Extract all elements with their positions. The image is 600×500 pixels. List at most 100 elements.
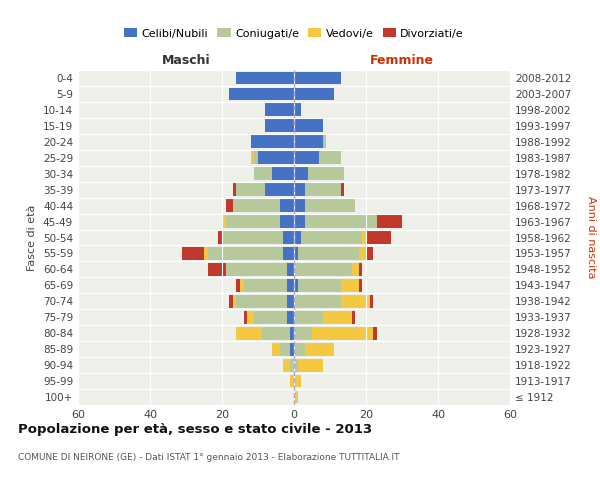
Bar (294, 168, 308, 180)
Bar (258, 152, 294, 164)
Bar (294, 120, 323, 132)
Bar (204, 247, 208, 260)
Bar (323, 311, 352, 324)
Bar (370, 295, 373, 308)
Bar (359, 279, 362, 291)
Bar (373, 327, 377, 340)
Bar (305, 215, 377, 228)
Y-axis label: Anni di nascita: Anni di nascita (586, 196, 596, 279)
Bar (294, 136, 323, 148)
Bar (229, 88, 294, 101)
Bar (359, 247, 366, 260)
Bar (352, 263, 359, 276)
Bar (226, 215, 280, 228)
Bar (294, 72, 341, 85)
Bar (341, 295, 370, 308)
Bar (301, 231, 362, 244)
Bar (305, 184, 341, 196)
Bar (312, 327, 373, 340)
Bar (236, 72, 294, 85)
Bar (290, 358, 294, 372)
Bar (341, 279, 359, 291)
Bar (244, 279, 287, 291)
Bar (362, 231, 366, 244)
Bar (226, 199, 233, 212)
Bar (272, 343, 280, 355)
Bar (280, 343, 290, 355)
Bar (319, 152, 341, 164)
Bar (294, 343, 305, 355)
Bar (294, 390, 298, 404)
Bar (265, 184, 294, 196)
Y-axis label: Fasce di età: Fasce di età (28, 204, 37, 270)
Bar (251, 152, 254, 164)
Bar (265, 104, 294, 117)
Bar (208, 263, 226, 276)
Bar (233, 199, 280, 212)
Bar (272, 168, 294, 180)
Bar (287, 279, 294, 291)
Bar (280, 199, 294, 212)
Bar (359, 263, 362, 276)
Bar (294, 374, 301, 388)
Bar (236, 295, 287, 308)
Bar (323, 136, 326, 148)
Bar (280, 215, 294, 228)
Bar (294, 184, 305, 196)
Bar (366, 231, 391, 244)
Bar (222, 231, 283, 244)
Legend: Celibi/Nubili, Coniugati/e, Vedovi/e, Divorziati/e: Celibi/Nubili, Coniugati/e, Vedovi/e, Di… (119, 24, 469, 43)
Bar (254, 152, 258, 164)
Bar (287, 263, 294, 276)
Bar (287, 311, 294, 324)
Bar (352, 311, 355, 324)
Bar (298, 247, 359, 260)
Bar (294, 327, 312, 340)
Bar (233, 184, 236, 196)
Bar (290, 343, 294, 355)
Bar (287, 295, 294, 308)
Bar (294, 152, 319, 164)
Bar (294, 295, 341, 308)
Text: Popolazione per età, sesso e stato civile - 2013: Popolazione per età, sesso e stato civil… (18, 422, 372, 436)
Bar (294, 199, 305, 212)
Bar (294, 215, 305, 228)
Bar (305, 199, 355, 212)
Bar (366, 247, 373, 260)
Bar (294, 247, 298, 260)
Bar (182, 247, 204, 260)
Bar (226, 263, 287, 276)
Bar (236, 327, 262, 340)
Bar (294, 88, 334, 101)
Bar (290, 374, 294, 388)
Bar (222, 215, 226, 228)
Text: Femmine: Femmine (370, 54, 434, 67)
Bar (294, 311, 323, 324)
Bar (294, 279, 298, 291)
Bar (236, 184, 265, 196)
Text: COMUNE DI NEIRONE (GE) - Dati ISTAT 1° gennaio 2013 - Elaborazione TUTTITALIA.IT: COMUNE DI NEIRONE (GE) - Dati ISTAT 1° g… (18, 452, 400, 462)
Bar (233, 295, 236, 308)
Bar (294, 231, 301, 244)
Bar (218, 231, 222, 244)
Text: Maschi: Maschi (161, 54, 211, 67)
Bar (290, 327, 294, 340)
Bar (251, 136, 294, 148)
Bar (298, 358, 323, 372)
Bar (240, 279, 244, 291)
Bar (294, 263, 352, 276)
Bar (341, 184, 344, 196)
Bar (247, 311, 254, 324)
Bar (265, 120, 294, 132)
Bar (298, 279, 341, 291)
Bar (308, 168, 344, 180)
Bar (236, 279, 240, 291)
Bar (254, 311, 287, 324)
Bar (208, 247, 283, 260)
Bar (377, 215, 402, 228)
Bar (244, 311, 247, 324)
Bar (283, 231, 294, 244)
Bar (254, 168, 272, 180)
Bar (283, 247, 294, 260)
Bar (262, 327, 290, 340)
